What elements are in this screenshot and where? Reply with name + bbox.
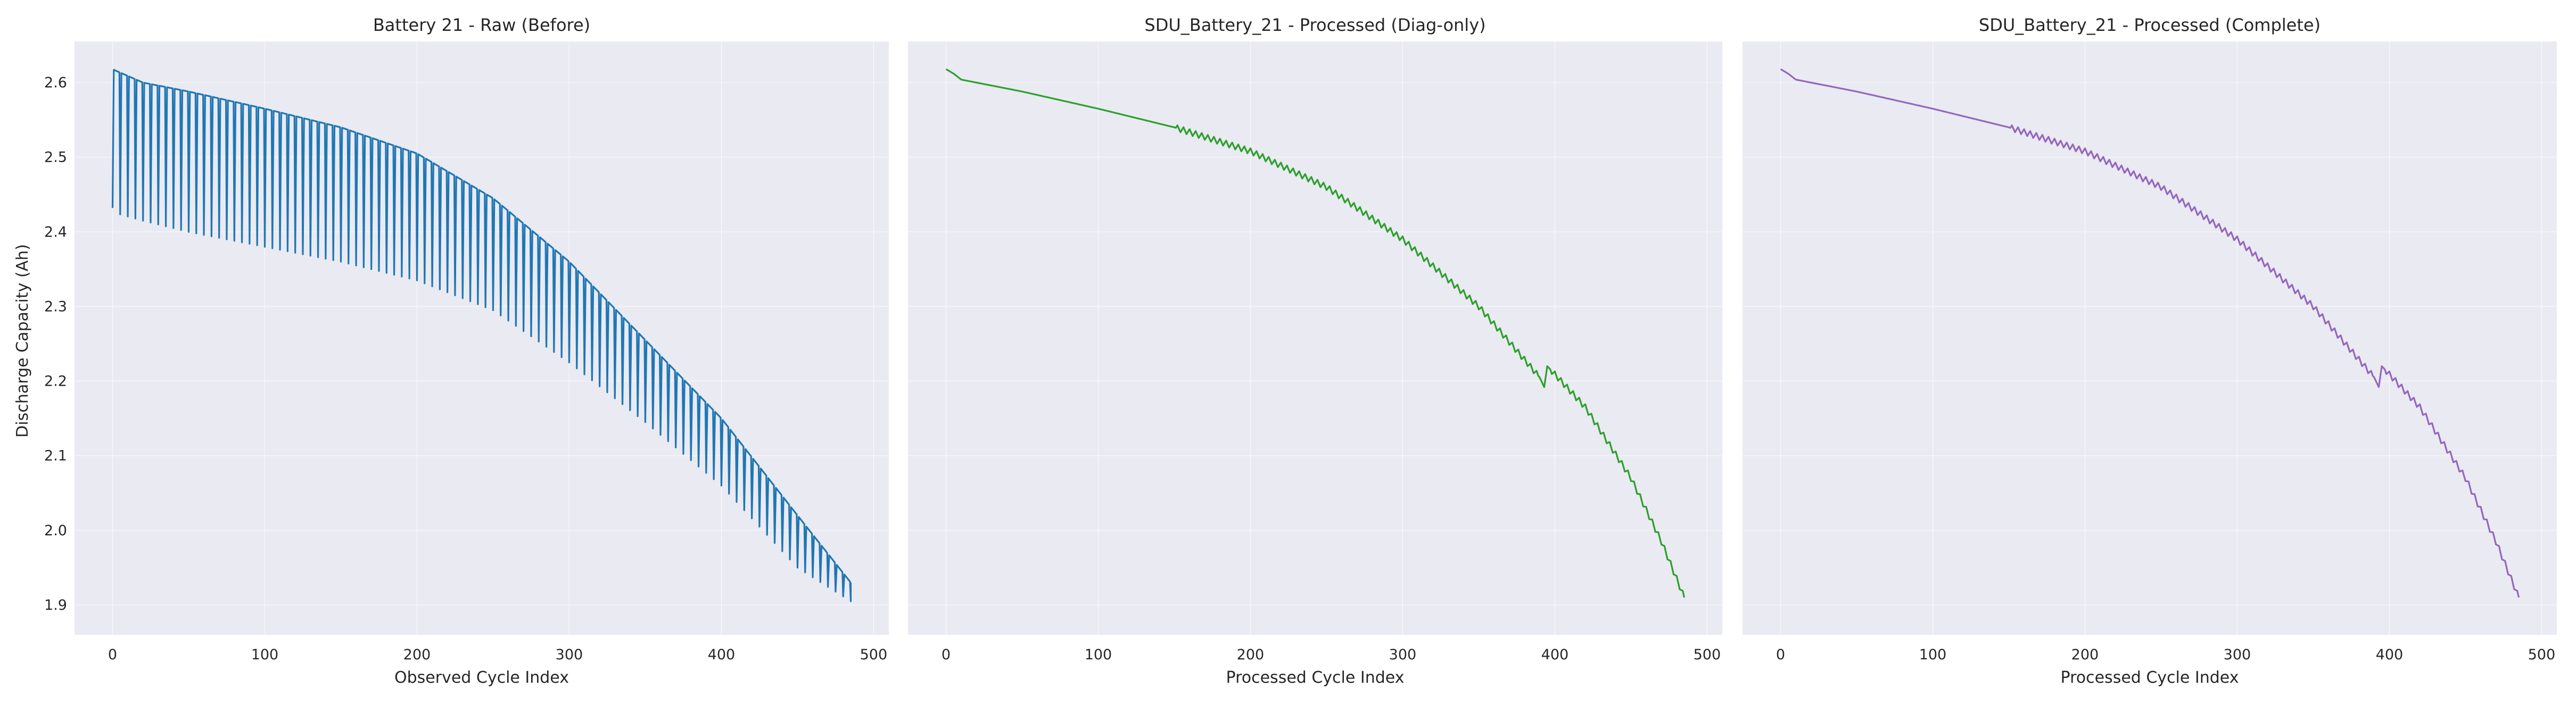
x-tick-label: 0 xyxy=(108,647,117,663)
x-axis-label: Processed Cycle Index xyxy=(1226,668,1405,687)
x-tick-label: 500 xyxy=(1694,647,1721,663)
x-tick-label: 400 xyxy=(2376,647,2404,663)
shared-y-axis-label: Discharge Capacity (Ah) xyxy=(13,244,32,437)
chart-title: Battery 21 - Raw (Before) xyxy=(373,15,590,35)
x-tick-label: 400 xyxy=(1541,647,1569,663)
y-tick-label: 1.9 xyxy=(44,597,67,614)
x-tick-label: 200 xyxy=(1237,647,1265,663)
chart-panel-3: SDU_Battery_21 - Processed (Complete) 0 10… xyxy=(1743,15,2557,687)
x-tick-label: 100 xyxy=(251,647,279,663)
chart-panel-1: Battery 21 - Raw (Before) 0 100 200 300 400 50… xyxy=(44,15,889,687)
x-tick-label: 200 xyxy=(403,647,431,663)
x-tick-label: 400 xyxy=(708,647,736,663)
data-series-line xyxy=(1780,68,2520,598)
x-tick-label: 200 xyxy=(2071,647,2099,663)
plot-area xyxy=(1743,42,2557,635)
data-series-line xyxy=(111,69,852,602)
y-tick-label: 2.4 xyxy=(44,224,67,240)
data-series-line xyxy=(945,68,1686,598)
y-tick-label: 2.5 xyxy=(44,149,67,166)
y-tick-label: 2.6 xyxy=(44,75,67,91)
chart-panel-2: SDU_Battery_21 - Processed (Diag-only) 0 1… xyxy=(908,15,1722,687)
y-tick-label: 2.0 xyxy=(44,522,67,539)
y-tick-label: 2.3 xyxy=(44,298,67,315)
plot-area xyxy=(908,42,1722,635)
x-tick-label: 100 xyxy=(1919,647,1947,663)
x-tick-label: 300 xyxy=(556,647,583,663)
chart-title: SDU_Battery_21 - Processed (Diag-only) xyxy=(1144,15,1485,35)
x-tick-label: 300 xyxy=(2224,647,2251,663)
x-tick-label: 500 xyxy=(2528,647,2556,663)
y-tick-label: 2.2 xyxy=(44,373,67,390)
y-tick-label: 2.1 xyxy=(44,448,67,464)
x-axis-label: Processed Cycle Index xyxy=(2061,668,2239,687)
x-tick-label: 100 xyxy=(1085,647,1112,663)
chart-title: SDU_Battery_21 - Processed (Complete) xyxy=(1979,15,2321,35)
x-axis-label: Observed Cycle Index xyxy=(394,668,569,687)
x-tick-label: 0 xyxy=(942,647,951,663)
x-tick-label: 300 xyxy=(1389,647,1417,663)
x-tick-label: 500 xyxy=(860,647,888,663)
x-tick-label: 0 xyxy=(1776,647,1785,663)
